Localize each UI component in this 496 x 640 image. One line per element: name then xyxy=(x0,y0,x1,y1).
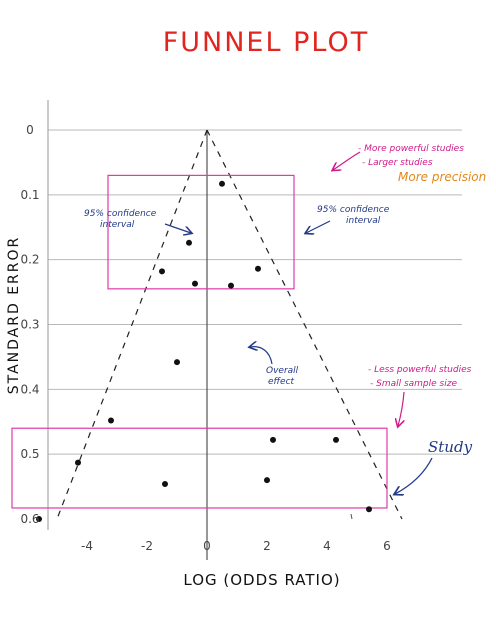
gridlines xyxy=(48,129,462,455)
annotation-more-line1: - More powerful studies xyxy=(358,144,464,154)
annotation-ci-left-line2: interval xyxy=(100,220,135,230)
study-points xyxy=(36,180,372,522)
x-tick-label: 6 xyxy=(383,539,391,553)
annotation-more-precision: More precision xyxy=(398,170,486,184)
study-point xyxy=(333,436,339,443)
chart-title: FUNNEL PLOT xyxy=(163,27,369,58)
x-tick-label: 0 xyxy=(203,539,211,553)
annotation-ci-left-arrow xyxy=(164,223,191,233)
annotation-more-arrow xyxy=(333,151,361,170)
y-tick-labels: 0 0.1 0.2 0.3 0.4 0.5 0.6 xyxy=(20,123,39,526)
y-axis-title: STANDARD ERROR xyxy=(6,236,22,395)
x-tick-label: -2 xyxy=(141,539,153,553)
study-point xyxy=(264,477,270,484)
y-tick-label: 0.2 xyxy=(20,253,39,267)
y-tick-label: 0.6 xyxy=(20,512,39,526)
annotation-ci-right: 95% confidence interval xyxy=(306,205,390,233)
annotation-less-arrow xyxy=(398,391,405,426)
stray-mark xyxy=(350,513,353,520)
x-tick-label: 2 xyxy=(263,539,271,553)
study-point xyxy=(192,280,198,287)
annotation-ci-left: 95% confidence interval xyxy=(84,209,191,233)
y-tick-label: 0.3 xyxy=(20,318,39,332)
highlight-box xyxy=(107,174,295,290)
y-tick-label: 0.4 xyxy=(20,382,39,396)
y-tick-label: 0.5 xyxy=(20,447,39,461)
annotation-ci-right-line1: 95% confidence xyxy=(317,205,390,215)
funnel-confidence-lines xyxy=(56,129,403,520)
study-point xyxy=(219,180,225,187)
study-point xyxy=(186,239,192,246)
annotation-less-powerful: - Less powerful studies - Small sample s… xyxy=(368,365,472,426)
x-axis-title: LOG (ODDS RATIO) xyxy=(183,571,340,589)
axes xyxy=(47,100,208,560)
study-point xyxy=(108,417,114,424)
study-point xyxy=(36,516,42,522)
annotation-overall-effect: Overall effect xyxy=(250,347,299,387)
annotation-study: Study xyxy=(395,438,473,494)
ci-right-line xyxy=(206,129,403,520)
x-tick-label: 4 xyxy=(323,539,331,553)
annotation-less-line1: - Less powerful studies xyxy=(368,365,472,375)
annotation-overall-line2: effect xyxy=(268,377,295,387)
y-tick-label: 0 xyxy=(26,123,34,137)
study-point xyxy=(75,459,81,466)
y-tick-label: 0.1 xyxy=(20,188,39,202)
study-point xyxy=(255,265,261,272)
annotation-more-line2: - Larger studies xyxy=(362,158,433,168)
study-point xyxy=(366,506,372,513)
annotation-ci-left-line1: 95% confidence xyxy=(84,209,157,219)
study-point xyxy=(174,359,180,366)
study-point xyxy=(162,480,168,487)
annotation-less-line2: - Small sample size xyxy=(370,379,457,389)
study-point xyxy=(270,436,276,443)
x-tick-labels: -4 -2 0 2 4 6 xyxy=(81,539,391,553)
highlight-box xyxy=(11,427,388,509)
annotation-ci-right-line2: interval xyxy=(346,216,381,226)
annotation-study-label: Study xyxy=(428,438,473,456)
annotation-ci-right-arrow xyxy=(306,220,331,233)
study-point xyxy=(159,268,165,275)
highlight-boxes xyxy=(11,174,388,509)
annotation-study-arrow xyxy=(395,457,433,494)
x-tick-label: -4 xyxy=(81,539,93,553)
annotation-more-powerful: - More powerful studies - Larger studies… xyxy=(333,144,486,184)
annotation-overall-line1: Overall xyxy=(266,366,299,376)
ci-left-line xyxy=(56,129,208,520)
annotation-overall-arrow xyxy=(250,347,273,365)
study-point xyxy=(228,282,234,289)
